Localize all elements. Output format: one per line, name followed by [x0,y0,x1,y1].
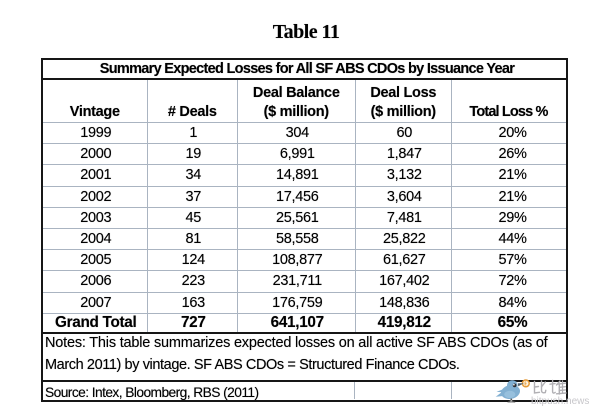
svg-text:bitpush.news: bitpush.news [531,396,589,407]
